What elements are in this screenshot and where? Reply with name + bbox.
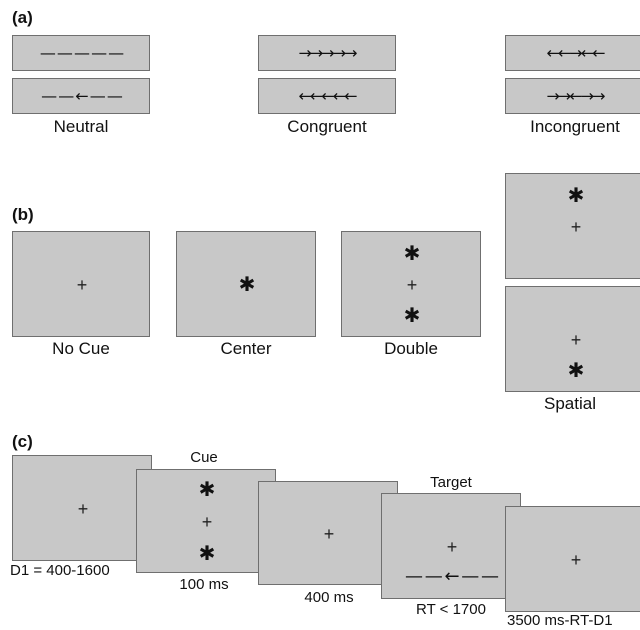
center-cue-panel: ✱ (176, 231, 316, 337)
neutral-top-arrows: — — — — — (39, 43, 124, 63)
no-cue-caption: No Cue (52, 339, 110, 358)
double-cue-panel: ✱ + ✱ (341, 231, 481, 337)
incongruent-caption: Incongruent (530, 117, 620, 136)
congruent-top-strip: →→→→→ (258, 35, 396, 71)
trial-frame-target: + — — ← — — (381, 493, 521, 599)
neutral-bottom-arrows: — — ← — — (41, 86, 123, 106)
congruent-caption: Congruent (287, 117, 367, 136)
incongruent-top-strip: ←←→←← (505, 35, 640, 71)
no-cue-panel: + (12, 231, 150, 337)
target-label: Target (430, 474, 472, 491)
double-caption: Double (384, 339, 438, 358)
neutral-top-strip: — — — — — (12, 35, 150, 71)
target-arrows: — — ← — — (405, 566, 499, 587)
congruent-bottom-arrows: ←←←←← (298, 86, 357, 106)
fixation-cross: + (570, 330, 582, 350)
congruent-top-arrows: →→→→→ (298, 43, 357, 63)
interval-duration-label: 400 ms (304, 589, 354, 606)
congruent-bottom-strip: ←←←←← (258, 78, 396, 114)
section-c-label: (c) (12, 432, 33, 451)
fixation-cross: + (406, 275, 418, 295)
spatial-cue-top-panel: ✱ + (505, 173, 640, 279)
cue-label: Cue (190, 449, 218, 466)
incongruent-bottom-strip: →→←→→ (505, 78, 640, 114)
double-cue-top-star: ✱ (198, 479, 216, 501)
trial-frame-fixation-3: + (505, 506, 640, 612)
neutral-bottom-strip: — — ← — — (12, 78, 150, 114)
trial-frame-fixation-2: + (258, 481, 398, 585)
d1-duration-label: D1 = 400-1600 (10, 562, 110, 579)
incongruent-bottom-arrows: →→←→→ (546, 86, 605, 106)
double-cue-bottom-star: ✱ (403, 305, 421, 327)
fixation-cross: + (76, 275, 88, 295)
section-a-label: (a) (12, 8, 33, 27)
fixation-cross: + (446, 537, 458, 557)
neutral-caption: Neutral (53, 117, 109, 136)
spatial-cue-bottom-panel: + ✱ (505, 286, 640, 392)
trial-frame-fixation-1: + (12, 455, 152, 561)
incongruent-top-arrows: ←←→←← (546, 43, 605, 63)
trial-frame-cue: ✱ + ✱ (136, 469, 276, 573)
section-b-label: (b) (12, 205, 34, 224)
fixation-cross: + (77, 499, 89, 519)
spatial-cue-star: ✱ (567, 360, 585, 382)
fixation-cross: + (323, 524, 335, 544)
double-cue-bottom-star: ✱ (198, 543, 216, 565)
double-cue-top-star: ✱ (403, 243, 421, 265)
spatial-cue-star: ✱ (567, 185, 585, 207)
cue-duration-label: 100 ms (179, 576, 229, 593)
iti-duration-label: 3500 ms-RT-D1 (507, 612, 613, 629)
fixation-cross: + (201, 512, 213, 532)
center-cue-star: ✱ (238, 274, 256, 296)
rt-limit-label: RT < 1700 (416, 601, 486, 618)
fixation-cross: + (570, 550, 582, 570)
fixation-cross: + (570, 217, 582, 237)
center-caption: Center (220, 339, 272, 358)
spatial-caption: Spatial (544, 394, 596, 413)
